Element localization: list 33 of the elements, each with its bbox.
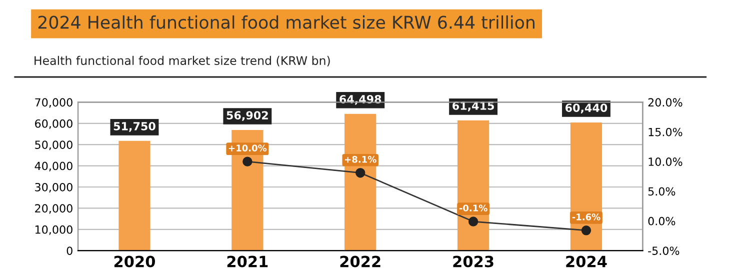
data-label: -1.6% bbox=[572, 214, 600, 220]
y2-tick-label: 15.0% bbox=[648, 128, 682, 136]
data-label: 51,750 bbox=[114, 122, 156, 132]
bar bbox=[118, 140, 150, 251]
y2-tick-label: 10.0% bbox=[648, 158, 682, 166]
data-label: +10.0% bbox=[228, 144, 267, 152]
data-label: -0.1% bbox=[459, 204, 488, 212]
y-tick-label: 10,000 bbox=[35, 225, 72, 235]
point bbox=[355, 168, 366, 178]
y2-tick-label: 5.0% bbox=[648, 187, 676, 196]
x-tick-label: 2022 bbox=[340, 256, 380, 268]
y2-tick-label: 0.0% bbox=[648, 216, 676, 226]
chart-title: 2024 Health functional food market size KRW 6.44 trillion bbox=[38, 15, 534, 29]
y-tick-label: 60,000 bbox=[35, 119, 72, 129]
y2-tick-label: 20.0% bbox=[648, 98, 682, 107]
x-tick-label: 2020 bbox=[114, 256, 156, 268]
y-tick-label: 20,000 bbox=[35, 204, 72, 214]
x-tick-label: 2021 bbox=[227, 256, 268, 268]
x-tick-label: 2023 bbox=[453, 256, 494, 268]
y-tick-label: 70,000 bbox=[35, 98, 72, 108]
x-tick-label: 2024 bbox=[566, 256, 607, 268]
y-tick-label: 40,000 bbox=[34, 162, 72, 172]
data-label: 60,440 bbox=[565, 104, 608, 114]
y-tick-label: 0 bbox=[66, 246, 72, 255]
y-tick-label: 30,000 bbox=[35, 182, 72, 193]
chart-subtitle: Health functional food market size trend (KRW bn) bbox=[34, 56, 330, 66]
point bbox=[468, 216, 478, 226]
y2-tick-label: -5.0% bbox=[648, 246, 680, 255]
point bbox=[242, 156, 252, 166]
point bbox=[581, 226, 592, 236]
data-label: +8.1% bbox=[345, 156, 376, 163]
data-label: 56,902 bbox=[226, 111, 268, 121]
y-tick-label: 50,000 bbox=[35, 140, 72, 150]
